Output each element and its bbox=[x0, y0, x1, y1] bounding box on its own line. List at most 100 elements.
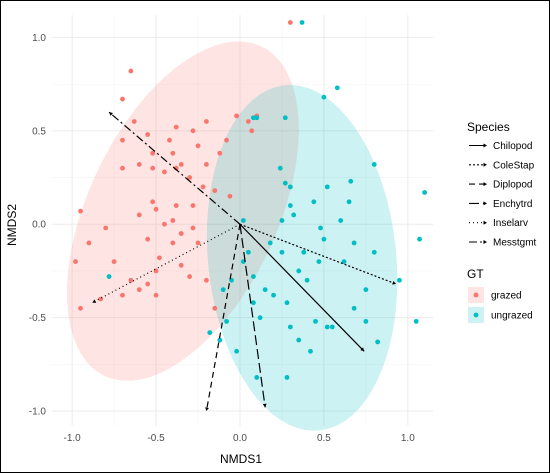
point-grazed bbox=[120, 137, 125, 143]
point-ungrazed bbox=[284, 300, 290, 306]
point-ungrazed bbox=[321, 94, 327, 100]
legend-dot-grazed bbox=[473, 292, 479, 298]
point-grazed bbox=[145, 236, 151, 242]
point-grazed bbox=[136, 287, 142, 293]
point-ungrazed bbox=[417, 236, 422, 242]
point-ungrazed bbox=[254, 115, 260, 121]
point-ungrazed bbox=[371, 162, 377, 167]
legend-label-ColeStap: ColeStap bbox=[493, 160, 535, 171]
point-ungrazed bbox=[318, 225, 323, 231]
legend: Species Chilopod ColeStap Diplopod Enchytrd I… bbox=[467, 120, 537, 323]
y-tick-label: 0.0 bbox=[32, 220, 46, 231]
point-grazed bbox=[150, 199, 156, 205]
point-grazed bbox=[78, 305, 83, 311]
legend-label-Diplopod: Diplopod bbox=[493, 180, 532, 191]
point-grazed bbox=[145, 281, 151, 287]
point-grazed bbox=[173, 165, 179, 171]
legend-key-arrowhead bbox=[483, 240, 487, 244]
y-tick-label: 1.0 bbox=[32, 33, 46, 44]
point-ungrazed bbox=[329, 324, 335, 330]
point-grazed bbox=[245, 119, 251, 124]
point-grazed bbox=[157, 255, 162, 261]
point-ungrazed bbox=[346, 199, 352, 205]
point-grazed bbox=[131, 119, 137, 124]
y-tick-label: -0.5 bbox=[29, 313, 47, 324]
point-grazed bbox=[178, 231, 184, 236]
point-grazed bbox=[212, 305, 218, 311]
point-ungrazed bbox=[251, 274, 256, 279]
point-grazed bbox=[224, 137, 229, 143]
point-ungrazed bbox=[299, 20, 305, 25]
point-ungrazed bbox=[301, 249, 307, 255]
legend-label-grazed: grazed bbox=[491, 291, 522, 302]
x-tick-label: 1.0 bbox=[401, 433, 415, 444]
legend-key-arrowhead bbox=[483, 182, 487, 187]
y-tick-label: -1.0 bbox=[29, 407, 47, 418]
point-grazed bbox=[190, 128, 196, 134]
point-grazed bbox=[195, 143, 201, 149]
arrow-Chilopod bbox=[239, 223, 365, 352]
point-ungrazed bbox=[282, 115, 288, 121]
point-ungrazed bbox=[371, 249, 377, 255]
point-ungrazed bbox=[251, 300, 256, 306]
point-grazed bbox=[136, 162, 142, 167]
point-ungrazed bbox=[304, 277, 310, 283]
arrowhead-Messtgmt bbox=[109, 112, 113, 116]
point-grazed bbox=[103, 225, 109, 231]
arrowhead-Enchytrd bbox=[262, 403, 267, 408]
arrowhead-Chilopod bbox=[360, 347, 365, 352]
y-axis-title: NMDS2 bbox=[5, 204, 19, 246]
point-grazed bbox=[145, 132, 151, 137]
arrowhead-Inselarv bbox=[92, 299, 97, 303]
point-grazed bbox=[173, 203, 179, 208]
point-grazed bbox=[120, 96, 125, 102]
legend-key-arrowhead bbox=[483, 143, 487, 148]
point-ungrazed bbox=[234, 348, 240, 354]
point-ungrazed bbox=[324, 184, 330, 190]
point-grazed bbox=[153, 206, 159, 212]
point-grazed bbox=[190, 225, 196, 231]
point-grazed bbox=[204, 119, 209, 124]
point-ungrazed bbox=[338, 218, 344, 223]
point-grazed bbox=[234, 113, 240, 119]
point-ungrazed bbox=[267, 240, 273, 246]
point-ungrazed bbox=[363, 287, 369, 293]
point-ungrazed bbox=[375, 339, 381, 345]
point-grazed bbox=[136, 212, 142, 218]
legend-key-arrowhead bbox=[483, 162, 487, 167]
point-ungrazed bbox=[245, 249, 251, 255]
legend-title-gt: GT bbox=[467, 267, 484, 281]
x-tick-label: 0.0 bbox=[233, 433, 247, 444]
point-ungrazed bbox=[220, 287, 226, 293]
point-ungrazed bbox=[296, 337, 302, 343]
point-grazed bbox=[204, 162, 209, 167]
point-ungrazed bbox=[341, 259, 347, 264]
x-tick-label: 0.5 bbox=[317, 433, 331, 444]
x-axis-title: NMDS1 bbox=[220, 452, 262, 466]
point-ungrazed bbox=[308, 348, 313, 354]
point-ungrazed bbox=[311, 199, 317, 205]
legend-label-Enchytrd: Enchytrd bbox=[493, 199, 532, 210]
point-grazed bbox=[111, 259, 117, 264]
arrowhead-Diplopod bbox=[205, 407, 209, 412]
legend-label-Messtgmt: Messtgmt bbox=[493, 238, 537, 249]
point-grazed bbox=[227, 193, 233, 199]
point-ungrazed bbox=[413, 318, 419, 324]
point-grazed bbox=[170, 150, 176, 156]
point-ungrazed bbox=[251, 115, 256, 121]
point-grazed bbox=[150, 150, 156, 156]
point-grazed bbox=[204, 277, 209, 283]
point-ungrazed bbox=[254, 375, 260, 380]
point-grazed bbox=[120, 292, 125, 298]
point-grazed bbox=[249, 128, 255, 134]
point-grazed bbox=[187, 175, 193, 180]
point-ungrazed bbox=[217, 337, 223, 343]
x-tick-label: -1.0 bbox=[64, 433, 82, 444]
legend-dot-ungrazed bbox=[473, 312, 479, 318]
point-ungrazed bbox=[287, 184, 293, 190]
point-ungrazed bbox=[262, 287, 268, 293]
point-ungrazed bbox=[271, 292, 276, 298]
point-grazed bbox=[167, 137, 172, 143]
legend-label-ungrazed: ungrazed bbox=[491, 311, 533, 322]
point-grazed bbox=[217, 150, 223, 156]
